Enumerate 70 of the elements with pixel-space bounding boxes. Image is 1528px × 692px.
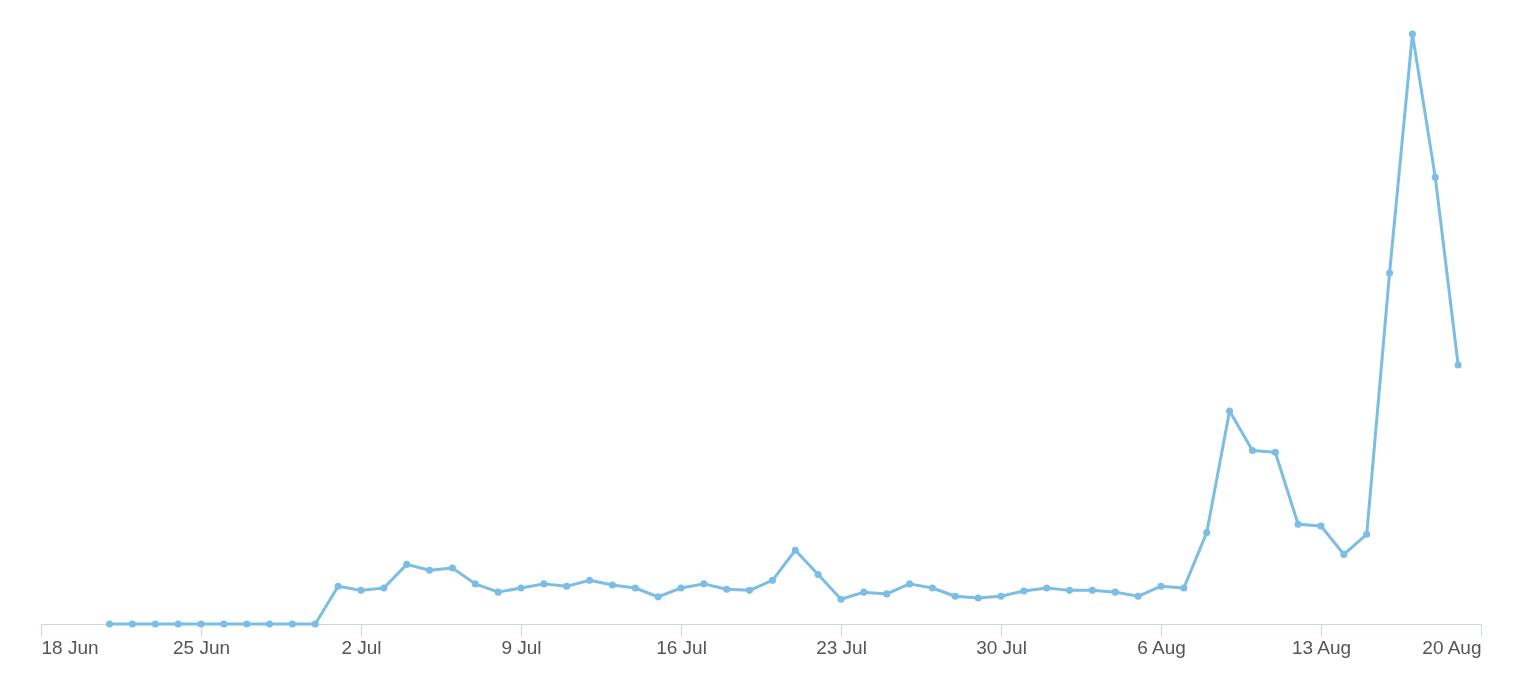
x-tick-label: 18 Jun: [41, 636, 99, 658]
point: [448, 564, 456, 572]
point: [151, 620, 159, 628]
x-tick-label: 25 Jun: [172, 636, 231, 658]
point: [1020, 587, 1028, 595]
point: [1431, 173, 1439, 181]
point: [974, 594, 982, 602]
point: [586, 576, 594, 584]
point: [1454, 361, 1462, 369]
point: [128, 620, 136, 628]
point: [403, 560, 411, 568]
point: [517, 584, 525, 592]
point: [1294, 520, 1302, 528]
point: [1111, 588, 1119, 596]
point: [1203, 529, 1211, 537]
point: [928, 584, 936, 592]
point: [951, 592, 959, 600]
x-tick-label: 23 Jul: [816, 636, 867, 658]
point: [631, 584, 639, 592]
x-tick-label: 16 Jul: [656, 636, 707, 658]
point: [288, 620, 296, 628]
point: [768, 576, 776, 584]
x-tick-label: 30 Jul: [976, 636, 1027, 658]
point: [426, 566, 434, 574]
point: [997, 592, 1005, 600]
x-tick-label: 6 Aug: [1137, 636, 1186, 658]
point: [471, 580, 479, 588]
point: [1180, 584, 1188, 592]
point: [197, 620, 205, 628]
point: [1363, 530, 1371, 538]
point: [860, 588, 868, 596]
point: [1226, 407, 1234, 415]
point: [334, 582, 342, 590]
x-tick-label: 20 Aug: [1422, 636, 1482, 658]
point: [380, 584, 388, 592]
x-tick-label: 9 Jul: [501, 636, 542, 658]
point: [837, 595, 845, 603]
point: [1271, 448, 1279, 456]
point: [654, 593, 662, 601]
point: [243, 620, 251, 628]
point: [677, 584, 685, 592]
point: [1340, 550, 1348, 558]
point: [266, 620, 274, 628]
point: [1157, 582, 1165, 590]
point: [723, 585, 731, 593]
point: [906, 580, 914, 588]
point: [1317, 522, 1325, 530]
point: [791, 546, 799, 554]
point: [563, 582, 571, 590]
point: [1408, 30, 1416, 38]
point: [106, 620, 114, 628]
point: [494, 588, 502, 596]
point: [1248, 447, 1256, 455]
point: [1386, 269, 1394, 277]
point: [883, 590, 891, 598]
point: [357, 586, 365, 594]
point: [540, 580, 548, 588]
point: [220, 620, 228, 628]
point: [746, 586, 754, 594]
point: [1043, 584, 1051, 592]
x-tick-label: 13 Aug: [1291, 636, 1352, 658]
point: [1134, 592, 1142, 600]
point: [1088, 586, 1096, 594]
point: [174, 620, 182, 628]
point: [700, 580, 708, 588]
point: [311, 620, 319, 628]
point: [1066, 586, 1074, 594]
point: [814, 570, 822, 578]
point: [608, 581, 616, 589]
x-tick-label: 2 Jul: [341, 636, 382, 658]
